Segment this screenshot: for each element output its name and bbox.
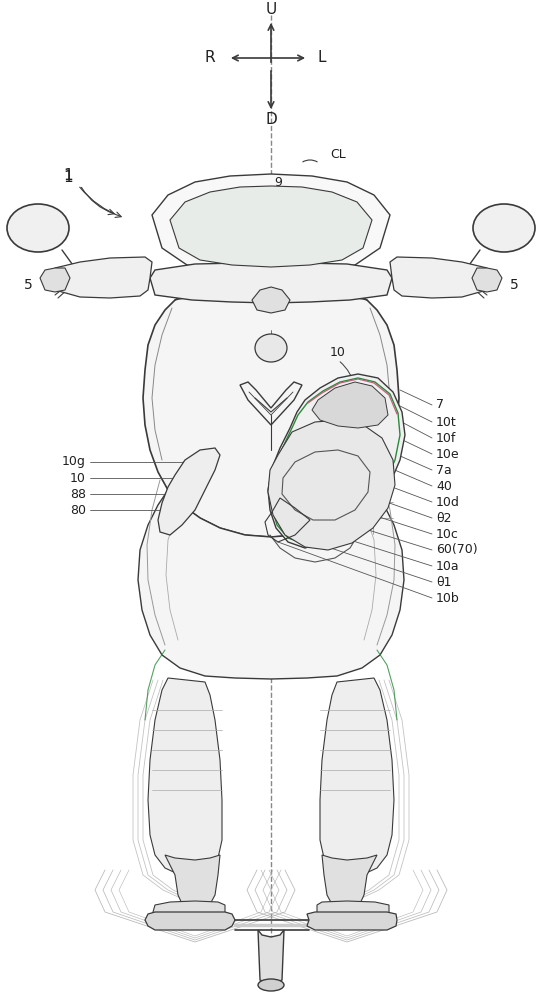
Text: L: L: [318, 50, 326, 66]
Text: 5: 5: [509, 278, 518, 292]
Text: 5: 5: [24, 278, 33, 292]
Polygon shape: [268, 374, 405, 548]
Text: 7a: 7a: [436, 464, 451, 477]
Text: 10: 10: [330, 346, 346, 359]
Ellipse shape: [255, 334, 287, 362]
Text: CL: CL: [330, 148, 346, 161]
Ellipse shape: [258, 979, 284, 991]
Text: 60(70): 60(70): [436, 544, 478, 556]
Text: 10g: 10g: [62, 456, 86, 468]
Polygon shape: [170, 186, 372, 267]
Text: 7: 7: [436, 398, 444, 412]
Polygon shape: [320, 678, 394, 875]
Polygon shape: [143, 284, 399, 537]
Text: 10b: 10b: [436, 591, 460, 604]
Polygon shape: [307, 912, 397, 930]
Polygon shape: [268, 420, 395, 550]
Polygon shape: [165, 855, 220, 914]
Text: 9A: 9A: [192, 198, 208, 212]
Polygon shape: [252, 287, 290, 313]
Text: 40: 40: [436, 480, 452, 492]
Text: 10c: 10c: [436, 528, 459, 540]
Polygon shape: [152, 174, 390, 274]
Polygon shape: [148, 678, 222, 875]
Text: 9b: 9b: [324, 202, 340, 215]
Text: θ2: θ2: [436, 512, 451, 524]
Text: D: D: [265, 112, 277, 127]
Polygon shape: [312, 382, 388, 428]
Polygon shape: [150, 263, 392, 303]
Polygon shape: [40, 268, 70, 292]
Text: 10a: 10a: [436, 560, 460, 572]
Polygon shape: [158, 448, 220, 535]
Polygon shape: [153, 901, 225, 921]
Text: 10d: 10d: [436, 495, 460, 508]
Text: 10t: 10t: [436, 416, 457, 428]
Polygon shape: [390, 257, 487, 298]
Ellipse shape: [7, 204, 69, 252]
Text: 10: 10: [70, 472, 86, 485]
Text: 1: 1: [63, 170, 73, 186]
Polygon shape: [138, 490, 404, 679]
Polygon shape: [472, 268, 502, 292]
Text: 80: 80: [70, 504, 86, 516]
Ellipse shape: [473, 204, 535, 252]
Polygon shape: [55, 257, 152, 298]
Text: 9: 9: [274, 176, 282, 188]
Polygon shape: [317, 901, 389, 921]
Text: 1: 1: [63, 167, 73, 182]
Polygon shape: [145, 912, 235, 930]
Polygon shape: [322, 855, 377, 914]
Text: θ1: θ1: [436, 576, 451, 588]
Polygon shape: [258, 930, 284, 985]
Text: R: R: [205, 50, 215, 66]
Text: 10f: 10f: [436, 432, 456, 444]
Text: U: U: [266, 2, 276, 17]
Text: 10e: 10e: [436, 448, 460, 460]
Text: 88: 88: [70, 488, 86, 500]
